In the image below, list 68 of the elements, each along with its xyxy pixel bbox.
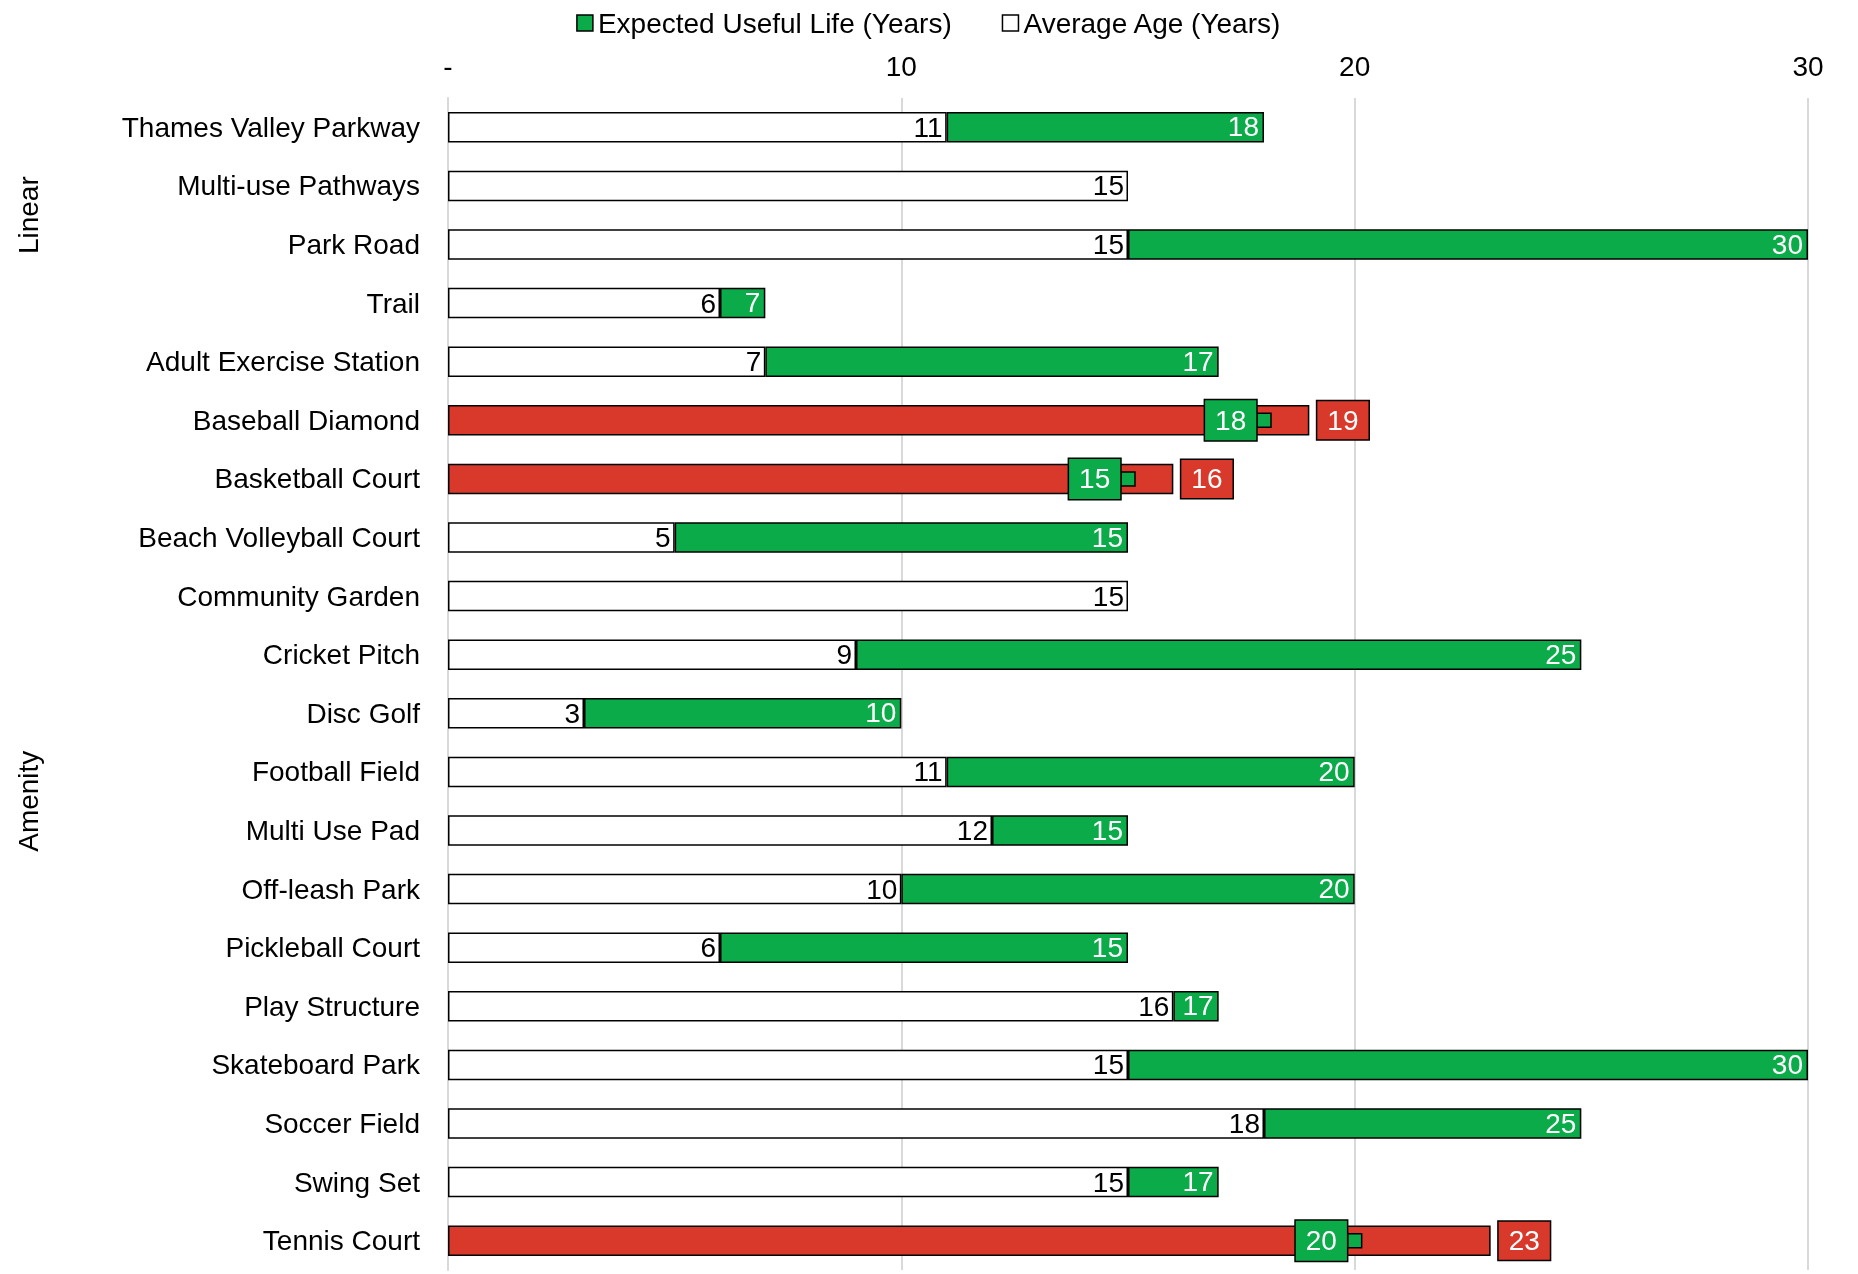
data-label: 20 [1305,1225,1337,1257]
annotation: 20 [1318,873,1351,905]
annotation: 17 [1182,1166,1215,1198]
data-label: 15 [1092,1049,1124,1081]
y-tick-label: Play Structure [244,990,420,1022]
annotation: 18 [1227,111,1260,143]
data-label: 10 [866,873,898,905]
y-tick-label: Soccer Field [264,1108,420,1139]
data-label: 15 [1092,170,1124,202]
annotation: 30 [1771,228,1804,260]
annotation: 15 [1091,521,1124,553]
y-tick-label: Thames Valley Parkway [121,111,420,143]
y-tick-label: Swing Set [293,1166,421,1198]
y-tick-label: Cricket Pitch [262,639,420,671]
y-tick-label: Community Garden [177,580,420,612]
data-label: 11 [913,756,943,788]
y-tick-label: Disc Golf [306,697,421,729]
data-label: 9 [836,639,852,671]
legend-label: Expected Useful Life (Years) [597,7,952,39]
y-tick-label: Football Field [251,756,420,788]
y-tick-label: Skateboard Park [211,1049,421,1081]
data-label: 6 [700,932,716,964]
data-label: 5 [655,522,671,553]
y-tick-label: Multi Use Pad [245,815,420,846]
y-tick-label: Park Road [287,229,420,260]
annotation: 17 [1182,345,1215,377]
y-tick-label: Off-leash Park [241,873,421,905]
data-label: 23 [1508,1225,1540,1257]
x-tick-label: 20 [1339,50,1371,82]
bar [448,170,1128,202]
data-label: 15 [1092,580,1124,612]
text: Linear [12,176,44,255]
annotation: 7 [744,287,762,319]
annotation: 10 [865,697,898,729]
y-tick-label: Beach Volleyball Court [138,522,421,553]
y-tick-label: Trail [366,287,420,319]
data-label: 18 [1228,1108,1260,1139]
data-label: 7 [745,346,762,378]
x-tick-label: - [443,50,453,82]
data-label: 12 [956,815,988,846]
x-tick-label: 10 [885,50,917,82]
y-tick-label: Basketball Court [214,463,421,495]
data-label: 15 [1079,463,1111,495]
data-label: 15 [1092,229,1124,260]
annotation: 20 [1318,755,1351,787]
data-label: 15 [1092,1166,1124,1198]
legend-label: Average Age (Years) [1023,7,1281,39]
annotation: 30 [1771,1048,1804,1080]
data-label: 3 [564,697,580,729]
annotation: 15 [1091,931,1124,963]
data-label: 11 [913,111,943,143]
data-label: 19 [1327,404,1359,436]
y-tick-label: Multi-use Pathways [177,170,420,202]
y-tick-label: Tennis Court [262,1225,421,1257]
data-label: 18 [1215,404,1247,436]
data-label: 6 [700,287,716,319]
data-label: 16 [1138,990,1170,1022]
annotation: 17 [1182,990,1215,1022]
text: Amenity [12,750,44,852]
data-label: 16 [1191,463,1223,495]
annotation: 25 [1545,1107,1578,1139]
y-tick-label: Adult Exercise Station [146,346,420,378]
x-tick-label: 30 [1792,50,1824,82]
bar [448,580,1128,612]
y-tick-label: Baseball Diamond [192,404,420,436]
annotation: 25 [1545,638,1578,670]
y-tick-label: Pickleball Court [225,932,421,964]
annotation: 15 [1091,814,1124,846]
